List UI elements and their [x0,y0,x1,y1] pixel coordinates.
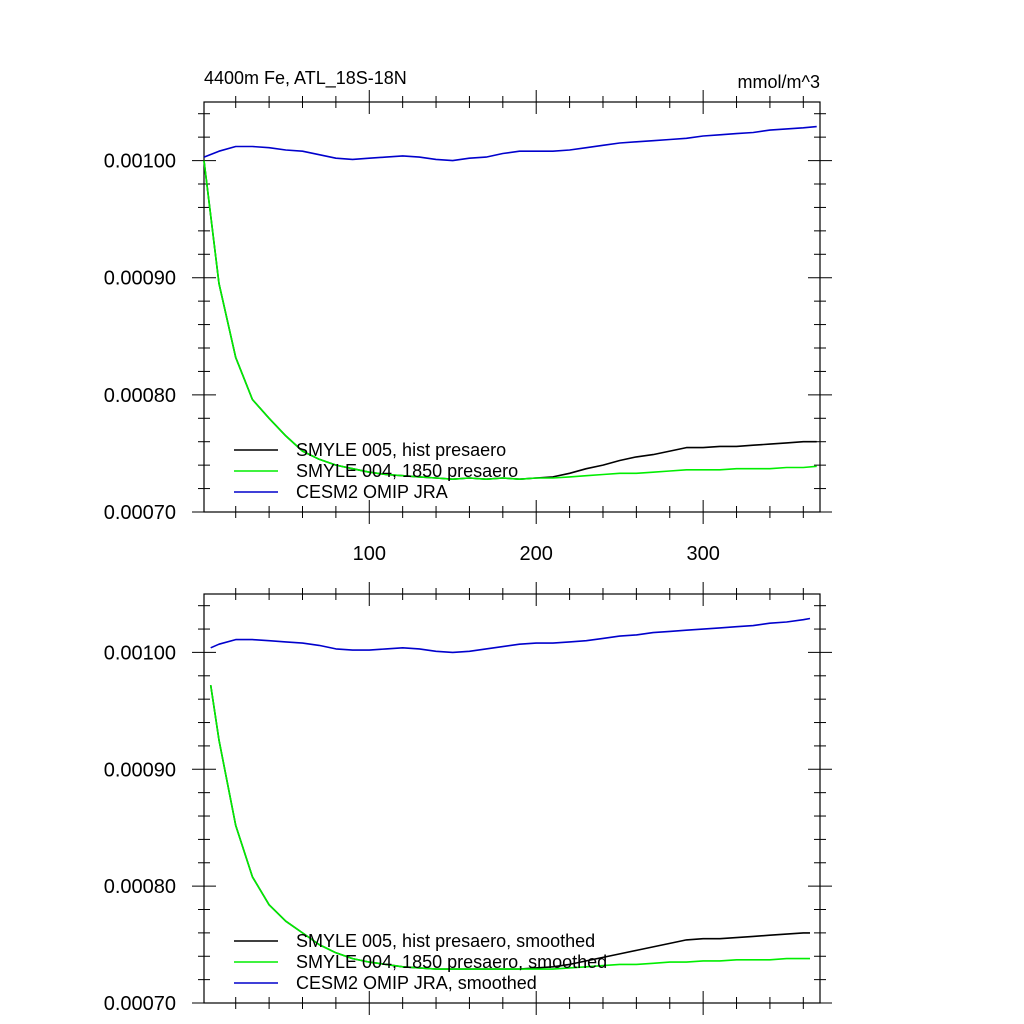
y-tick-label: 0.00100 [104,642,176,664]
legend-label: CESM2 OMIP JRA [296,482,448,502]
units-label: mmol/m^3 [738,72,820,92]
series-line-1 [203,160,817,481]
series-line-0 [203,160,817,481]
legend-label: SMYLE 005, hist presaero, smoothed [296,931,595,951]
y-tick-label: 0.00090 [104,759,176,781]
y-tick-label: 0.00080 [104,876,176,898]
legend-label: CESM2 OMIP JRA, smoothed [296,973,537,993]
legend-label: SMYLE 004, 1850 presaero, smoothed [296,952,607,972]
plot-frame [203,593,821,1004]
y-tick-label: 0.00070 [104,993,176,1015]
series-line-0 [209,684,810,970]
y-tick-label: 0.00100 [104,151,176,173]
x-tick-label: 300 [686,543,719,565]
chart-title: 4400m Fe, ATL_18S-18N [204,68,407,89]
plot-frame [203,101,821,513]
x-tick-label: 100 [353,543,386,565]
series-line-2 [210,617,811,654]
chart-panel-top: 4400m Fe, ATL_18S-18N mmol/m^3 0.00070 0.… [104,68,832,565]
legend-label: SMYLE 004, 1850 presaero [296,461,518,481]
x-tick-label: 200 [520,543,553,565]
y-tick-label: 0.00080 [104,385,176,407]
y-tick-label: 0.00090 [104,268,176,290]
legend-label: SMYLE 005, hist presaero [296,440,506,460]
series-line-1 [209,684,810,970]
y-tick-label: 0.00070 [104,502,176,524]
chart-panel-bottom: 0.00070 0.00080 0.00090 0.00100 SMYLE 005, h… [104,582,832,1015]
series-line-2 [203,125,817,162]
